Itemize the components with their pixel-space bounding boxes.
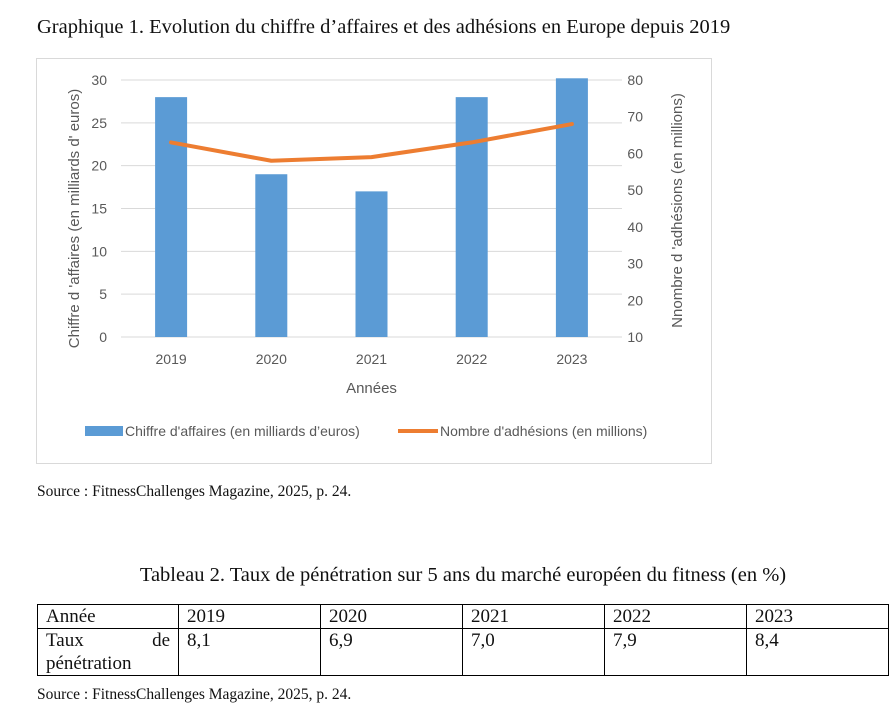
chart-area: 0 5 10 15 20 25 30 10 20 30 40 50 60 70 80 2019 2020 2021… bbox=[36, 58, 712, 464]
table-value-cell: 6,9 bbox=[320, 628, 463, 676]
bar bbox=[355, 191, 388, 337]
table-year-cell: 2021 bbox=[462, 604, 605, 629]
legend-bar-swatch bbox=[85, 426, 123, 436]
legend-bar-label: Chiffre d'affaires (en milliards d’euros… bbox=[125, 423, 360, 439]
figure-title: Graphique 1. Evolution du chiffre d’affa… bbox=[37, 16, 731, 38]
table-value-cell: 8,1 bbox=[178, 628, 321, 676]
row-label-word: de bbox=[152, 630, 170, 651]
combo-chart: 0 5 10 15 20 25 30 10 20 30 40 50 60 70 80 2019 2020 2021… bbox=[66, 72, 686, 439]
penetration-table: Année 2019 2020 2021 2022 2023 Taux de p… bbox=[37, 604, 889, 676]
bar bbox=[155, 97, 188, 337]
table-year-cell: 2022 bbox=[604, 604, 747, 629]
table-value-cell: 7,0 bbox=[462, 628, 605, 676]
table-year-cell: 2023 bbox=[746, 604, 889, 629]
table-year-cell: 2019 bbox=[178, 604, 321, 629]
y-right-tick-label: 20 bbox=[627, 292, 643, 308]
y-right-tick-label: 60 bbox=[627, 145, 643, 161]
bar bbox=[555, 78, 588, 337]
table-value-cell: 8,4 bbox=[746, 628, 889, 676]
y-left-tick-label: 0 bbox=[99, 329, 107, 345]
table-header-label: Année bbox=[37, 604, 179, 629]
y-right-tick-label: 50 bbox=[627, 182, 643, 198]
chart-source: Source : FitnessChallenges Magazine, 202… bbox=[37, 483, 352, 500]
legend-line-label: Nombre d'adhésions (en millions) bbox=[440, 423, 647, 439]
table-title: Tableau 2. Taux de pénétration sur 5 ans… bbox=[139, 564, 787, 586]
bar bbox=[255, 174, 288, 337]
y-left-tick-label: 30 bbox=[91, 72, 107, 88]
table-source: Source : FitnessChallenges Magazine, 202… bbox=[37, 686, 352, 703]
row-label-word: pénétration bbox=[46, 653, 132, 674]
y-right-tick-label: 80 bbox=[627, 72, 643, 88]
y-left-tick-label: 20 bbox=[91, 158, 107, 174]
table-value-cell: 7,9 bbox=[604, 628, 747, 676]
table-row-label: Taux de pénétration bbox=[37, 628, 179, 676]
series-line bbox=[169, 122, 574, 163]
x-tick-label: 2019 bbox=[156, 351, 187, 367]
x-tick-label: 2022 bbox=[456, 351, 487, 367]
table-row: Taux de pénétration 8,1 6,9 7,0 7,9 8,4 bbox=[37, 628, 889, 676]
y-left-tick-label: 25 bbox=[91, 115, 107, 131]
y-left-tick-label: 5 bbox=[99, 286, 107, 302]
row-label-word: Taux bbox=[46, 630, 84, 651]
y-left-tick-label: 15 bbox=[91, 201, 107, 217]
x-axis-label: Années bbox=[346, 380, 397, 397]
x-tick-label: 2023 bbox=[556, 351, 587, 367]
table-year-cell: 2020 bbox=[320, 604, 463, 629]
y-right-axis-label: Nnombre d 'adhésions (en millions) bbox=[669, 93, 686, 328]
y-right-tick-label: 70 bbox=[627, 109, 643, 125]
bar bbox=[455, 97, 488, 337]
y-right-tick-label: 40 bbox=[627, 219, 643, 235]
x-tick-label: 2021 bbox=[356, 351, 387, 367]
y-right-tick-label: 30 bbox=[627, 256, 643, 272]
table-header-row: Année 2019 2020 2021 2022 2023 bbox=[37, 604, 889, 629]
y-right-tick-label: 10 bbox=[627, 329, 643, 345]
x-tick-label: 2020 bbox=[256, 351, 287, 367]
y-left-axis-label: Chiffre d 'affaires (en milliards d' eur… bbox=[66, 89, 83, 348]
y-left-tick-label: 10 bbox=[91, 243, 107, 259]
